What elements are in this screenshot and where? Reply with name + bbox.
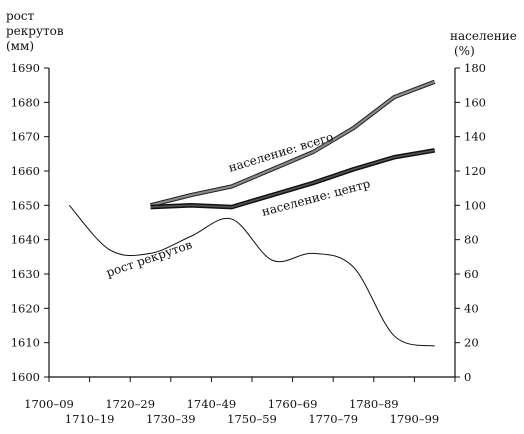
right-axis-title-line2: (%) xyxy=(454,44,475,58)
series-1-line xyxy=(150,80,436,207)
left-tick-label: 1670 xyxy=(11,130,40,144)
right-axis-title-line1: население xyxy=(450,29,517,43)
x-category-label: 1790–99 xyxy=(390,412,440,426)
right-tick-label: 160 xyxy=(464,95,486,109)
right-tick-label: 180 xyxy=(464,61,486,75)
left-tick-label: 1630 xyxy=(11,267,40,281)
right-tick-label: 100 xyxy=(464,198,486,212)
right-tick-label: 140 xyxy=(464,130,486,144)
x-category-label: 1770–79 xyxy=(308,412,358,426)
left-tick-label: 1680 xyxy=(11,95,40,109)
left-tick-label: 1600 xyxy=(11,370,40,384)
left-axis-title-line3: (мм) xyxy=(6,39,34,53)
series-0-line xyxy=(68,204,435,347)
right-tick-label: 60 xyxy=(464,267,479,281)
right-tick-label: 40 xyxy=(464,301,479,315)
x-category-label: 1780–89 xyxy=(349,397,399,411)
x-category-label: 1720–29 xyxy=(105,397,155,411)
left-tick-label: 1620 xyxy=(11,301,40,315)
x-category-label: 1740–49 xyxy=(187,397,237,411)
right-axis-ticks: 0 20 40 60 80 100 120 140 160 180 xyxy=(455,61,486,384)
left-tick-label: 1660 xyxy=(11,164,40,178)
left-tick-label: 1650 xyxy=(11,198,40,212)
right-tick-label: 0 xyxy=(464,370,471,384)
x-axis-ticks: 1700–091710–191720–291730–391740–491750–… xyxy=(24,377,456,426)
series-label-total: население: всего xyxy=(227,130,335,175)
x-category-label: 1750–59 xyxy=(227,412,277,426)
left-axis-ticks: 1600 1610 1620 1630 1640 1650 1660 1670 1680 1690 xyxy=(11,61,49,384)
left-tick-label: 1610 xyxy=(11,336,40,350)
right-tick-label: 80 xyxy=(464,233,479,247)
left-tick-label: 1640 xyxy=(11,233,40,247)
x-category-label: 1760–69 xyxy=(268,397,318,411)
series-layer xyxy=(68,79,436,347)
series-label-recruits: рост рекрутов xyxy=(104,237,194,280)
right-tick-label: 20 xyxy=(464,336,479,350)
x-category-label: 1730–39 xyxy=(146,412,196,426)
left-axis-title-line2: рекрутов xyxy=(6,24,64,38)
left-axis-title-line1: рост xyxy=(6,9,35,23)
x-category-label: 1710–19 xyxy=(65,412,115,426)
left-tick-label: 1690 xyxy=(11,61,40,75)
right-tick-label: 120 xyxy=(464,164,486,178)
series-2-line xyxy=(150,149,435,208)
x-category-label: 1700–09 xyxy=(24,397,74,411)
